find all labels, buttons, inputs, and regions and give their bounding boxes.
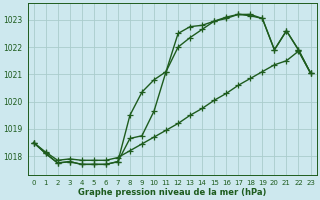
X-axis label: Graphe pression niveau de la mer (hPa): Graphe pression niveau de la mer (hPa)	[78, 188, 266, 197]
